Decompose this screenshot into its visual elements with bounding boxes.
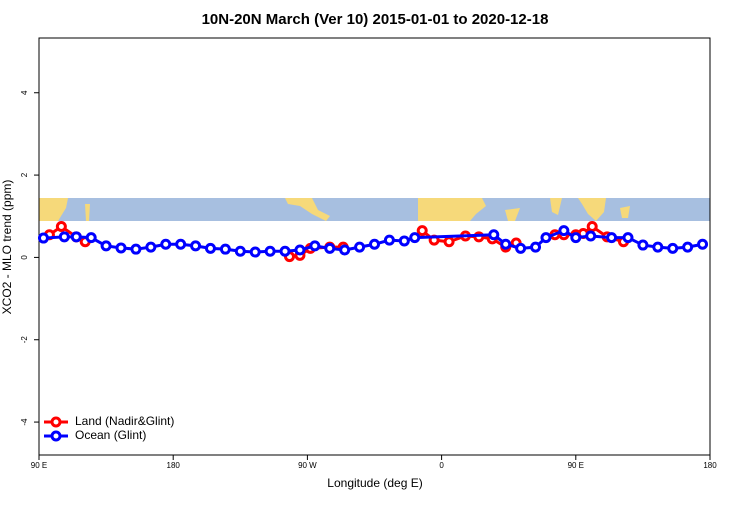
point — [354, 241, 366, 253]
point — [558, 225, 570, 237]
x-tick-label: 0 — [439, 461, 444, 470]
y-axis-label: XCO2 - MLO trend (ppm) — [0, 180, 14, 315]
point — [500, 238, 512, 250]
x-tick-label: 180 — [167, 461, 181, 470]
point — [324, 242, 336, 254]
point — [130, 243, 142, 255]
legend-marker — [50, 430, 62, 442]
point — [637, 239, 649, 251]
point — [309, 240, 321, 252]
point — [652, 241, 664, 253]
y-tick-label: 4 — [20, 90, 29, 95]
point — [264, 245, 276, 257]
point — [219, 243, 231, 255]
legend-label: Land (Nadir&Glint) — [75, 414, 174, 428]
point — [409, 232, 421, 244]
point — [234, 245, 246, 257]
point — [55, 221, 67, 233]
point — [585, 230, 597, 242]
point — [398, 235, 410, 247]
point — [145, 241, 157, 253]
x-axis-label: Longitude (deg E) — [327, 476, 422, 490]
point — [369, 238, 380, 250]
point — [443, 236, 455, 248]
point — [249, 246, 261, 258]
point — [279, 245, 291, 257]
point — [85, 232, 97, 244]
point — [530, 241, 542, 253]
x-tick-label: 90 E — [568, 461, 584, 470]
y-tick-label: -2 — [20, 336, 29, 344]
x-tick-label: 180 — [703, 461, 717, 470]
point — [697, 238, 709, 250]
point — [383, 234, 395, 246]
point — [682, 241, 694, 253]
point — [37, 232, 49, 244]
y-tick-label: -4 — [20, 418, 29, 426]
point — [100, 240, 112, 252]
point — [339, 244, 351, 256]
chart-title: 10N-20N March (Ver 10) 2015-01-01 to 202… — [202, 11, 549, 28]
x-tick-label: 90 E — [31, 461, 47, 470]
legend-marker — [50, 416, 62, 428]
point — [190, 240, 202, 252]
y-tick-label: 0 — [20, 255, 29, 260]
point — [58, 231, 70, 243]
point — [294, 244, 306, 256]
point — [115, 242, 127, 254]
map-strip — [39, 198, 710, 221]
point — [586, 221, 598, 233]
point — [416, 225, 428, 237]
point — [175, 238, 187, 250]
y-tick-label: 2 — [20, 172, 29, 177]
point — [70, 231, 82, 243]
plot-frame — [38, 37, 711, 456]
x-tick-label: 90 W — [298, 461, 317, 470]
point — [204, 242, 216, 254]
point — [515, 242, 527, 254]
point — [570, 232, 582, 244]
point — [540, 232, 552, 244]
point — [160, 238, 172, 250]
point — [667, 242, 679, 254]
legend-label: Ocean (Glint) — [75, 428, 146, 442]
point — [622, 232, 634, 244]
point — [488, 229, 500, 241]
point — [606, 232, 618, 244]
